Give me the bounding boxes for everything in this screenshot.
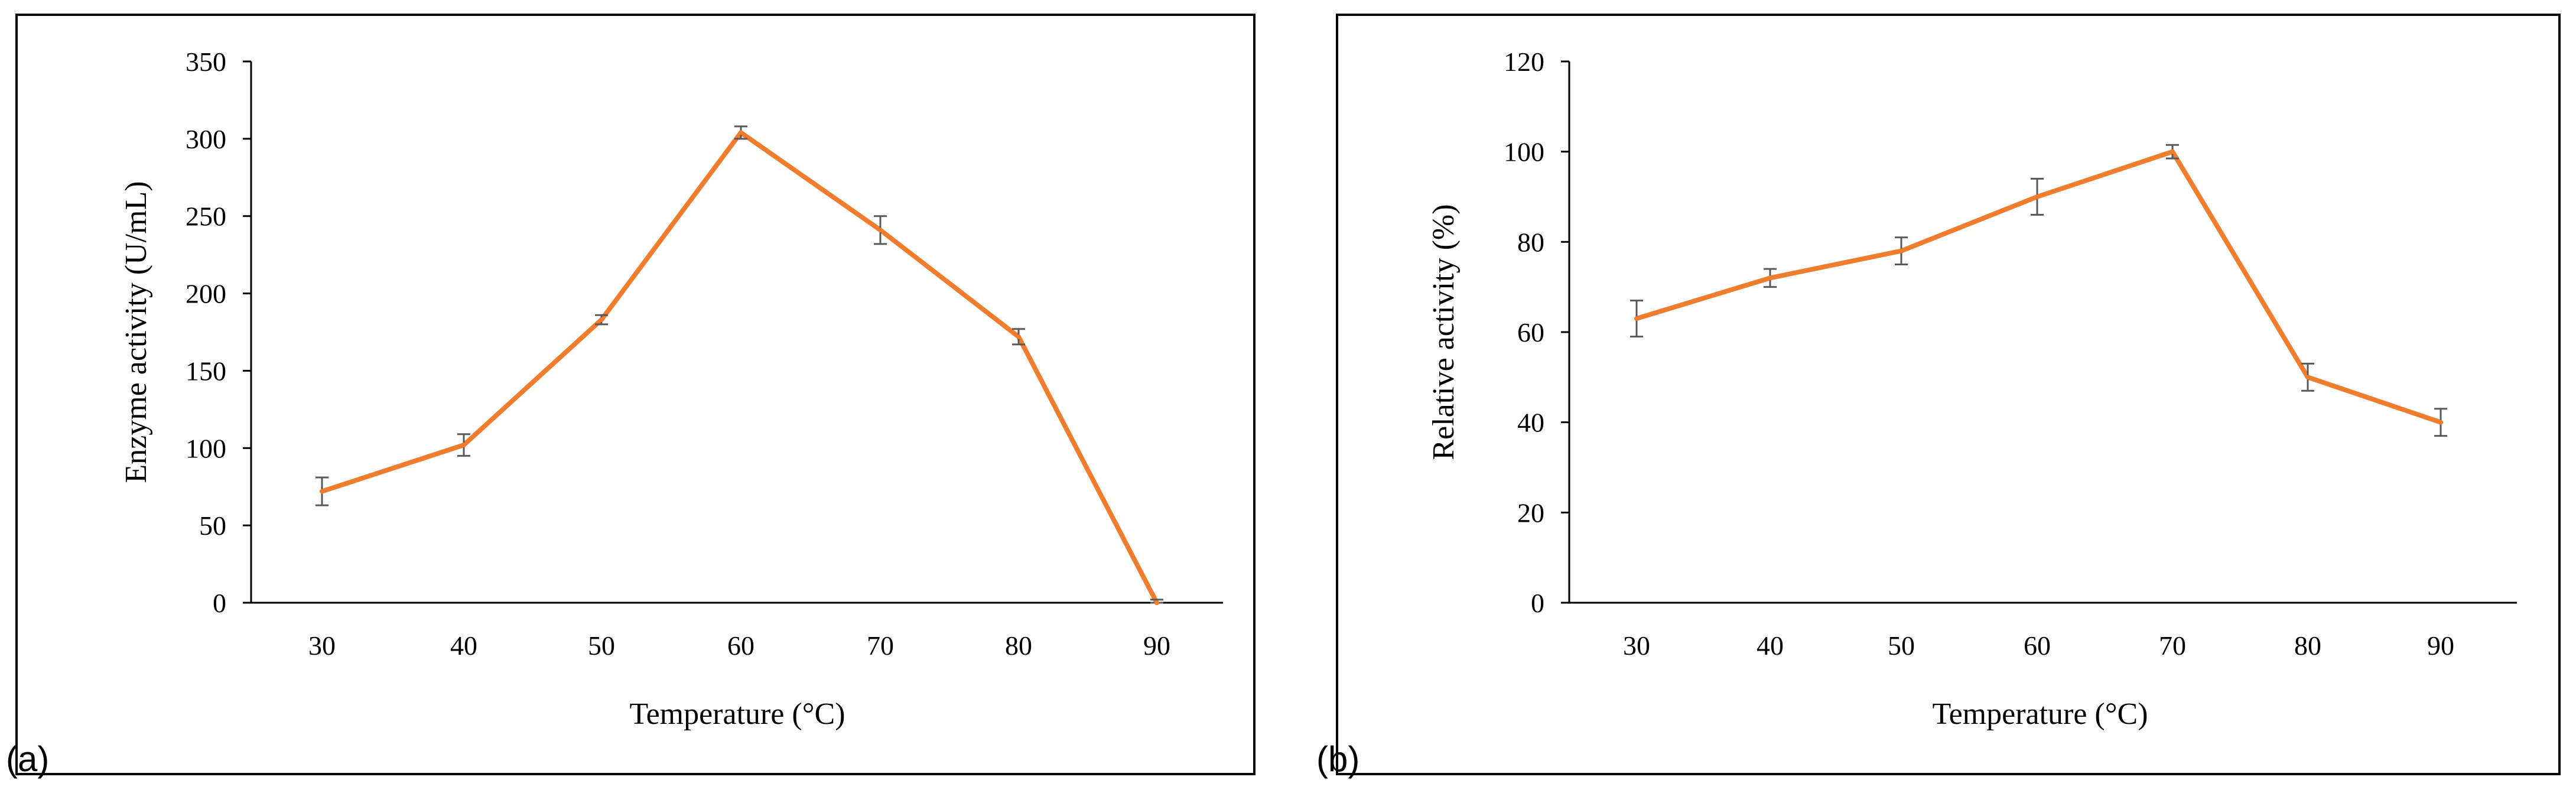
- data-point: [739, 130, 743, 135]
- y-tick-label: 100: [186, 433, 226, 463]
- x-tick-label: 70: [867, 630, 894, 661]
- data-point: [461, 443, 466, 448]
- y-axis-title: Enzyme activity (U/mL): [119, 181, 153, 483]
- y-tick-label: 100: [1504, 137, 1544, 167]
- x-tick-label: 40: [450, 630, 477, 661]
- x-tick-label: 30: [308, 630, 336, 661]
- y-tick-label: 60: [1517, 317, 1544, 347]
- x-tick-label: 50: [588, 630, 615, 661]
- x-axis-title: Temperature (°C): [1932, 697, 2148, 731]
- x-axis-title: Temperature (°C): [629, 697, 845, 731]
- chart-panel-b: 0 20 40 60 80 100 120 30 40 50 60 70 80 90 Temperature…: [1316, 14, 2561, 779]
- data-point: [2170, 149, 2175, 154]
- data-point: [1154, 600, 1159, 605]
- y-tick-label: 120: [1504, 47, 1544, 77]
- data-point: [1768, 275, 1772, 281]
- panel-frame: [1336, 14, 2561, 775]
- panel-label: (a): [6, 739, 49, 779]
- y-tick-label: 50: [199, 511, 226, 541]
- y-tick-label: 80: [1517, 227, 1544, 257]
- y-axis-title: Relative activity (%): [1427, 204, 1461, 460]
- x-tick-label: 60: [727, 630, 754, 661]
- y-tick-label: 250: [186, 202, 226, 232]
- x-tick-label: 30: [1623, 630, 1650, 661]
- data-point: [1899, 248, 1904, 254]
- data-point: [1016, 334, 1021, 339]
- data-point: [2305, 375, 2310, 380]
- data-point: [2438, 420, 2443, 425]
- x-tick-label: 70: [2159, 630, 2186, 661]
- x-tick-label: 80: [1005, 630, 1032, 661]
- panel-label: (b): [1316, 739, 1359, 779]
- y-tick-label: 20: [1517, 498, 1544, 528]
- x-tick-label: 40: [1757, 630, 1784, 661]
- x-tick-label: 90: [2427, 630, 2454, 661]
- data-point: [320, 489, 324, 494]
- x-tick-label: 80: [2294, 630, 2321, 661]
- y-tick-label: 200: [186, 279, 226, 309]
- data-point: [1634, 316, 1639, 321]
- y-tick-label: 300: [186, 124, 226, 154]
- x-tick-label: 60: [2024, 630, 2051, 661]
- chart-panel-a: 0 50 100 150 200 250 300 350 30 40 50 60 70 80 90 Tempe…: [6, 14, 1256, 779]
- x-tick-label: 90: [1143, 630, 1170, 661]
- y-tick-label: 350: [186, 47, 226, 77]
- data-point: [599, 317, 604, 323]
- y-tick-label: 0: [1531, 588, 1544, 618]
- x-tick-label: 50: [1888, 630, 1915, 661]
- y-tick-label: 0: [213, 588, 226, 618]
- data-point: [2035, 194, 2040, 199]
- y-tick-label: 150: [186, 356, 226, 386]
- data-point: [878, 228, 883, 233]
- y-tick-label: 40: [1517, 408, 1544, 438]
